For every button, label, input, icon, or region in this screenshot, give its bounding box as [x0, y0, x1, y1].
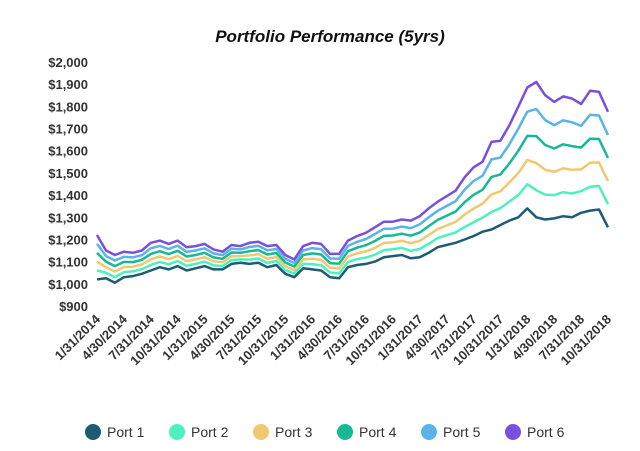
series-line: [96, 207, 610, 284]
y-tick-label: $1,100: [48, 255, 88, 270]
y-tick-label: $1,300: [48, 210, 88, 225]
series-line: [96, 134, 610, 268]
y-tick-label: $1,900: [48, 77, 88, 92]
y-tick-label: $1,500: [48, 166, 88, 181]
y-tick-label: $1,400: [48, 188, 88, 203]
y-tick-label: $1,000: [48, 277, 88, 292]
series-line: [95, 107, 610, 265]
series-line: [95, 80, 610, 261]
legend-label: Port 2: [191, 424, 229, 440]
series-line: [96, 182, 610, 279]
y-tick-label: $1,700: [48, 122, 88, 137]
legend-label: Port 6: [527, 424, 565, 440]
legend-label: Port 4: [359, 424, 397, 440]
legend-swatch: [169, 424, 185, 440]
y-tick-label: $1,800: [48, 99, 88, 114]
y-tick-label: $2,000: [48, 55, 88, 70]
y-tick-label: $900: [59, 299, 88, 314]
legend-swatch: [337, 424, 353, 440]
y-tick-label: $1,600: [48, 144, 88, 159]
legend-swatch: [253, 424, 269, 440]
legend-label: Port 3: [275, 424, 313, 440]
series-line: [96, 158, 610, 273]
legend-label: Port 5: [443, 424, 481, 440]
chart-title: Portfolio Performance (5yrs): [215, 27, 445, 46]
legend-swatch: [421, 424, 437, 440]
legend-swatch: [505, 424, 521, 440]
legend-label: Port 1: [107, 424, 145, 440]
legend-swatch: [85, 424, 101, 440]
y-tick-label: $1,200: [48, 232, 88, 247]
